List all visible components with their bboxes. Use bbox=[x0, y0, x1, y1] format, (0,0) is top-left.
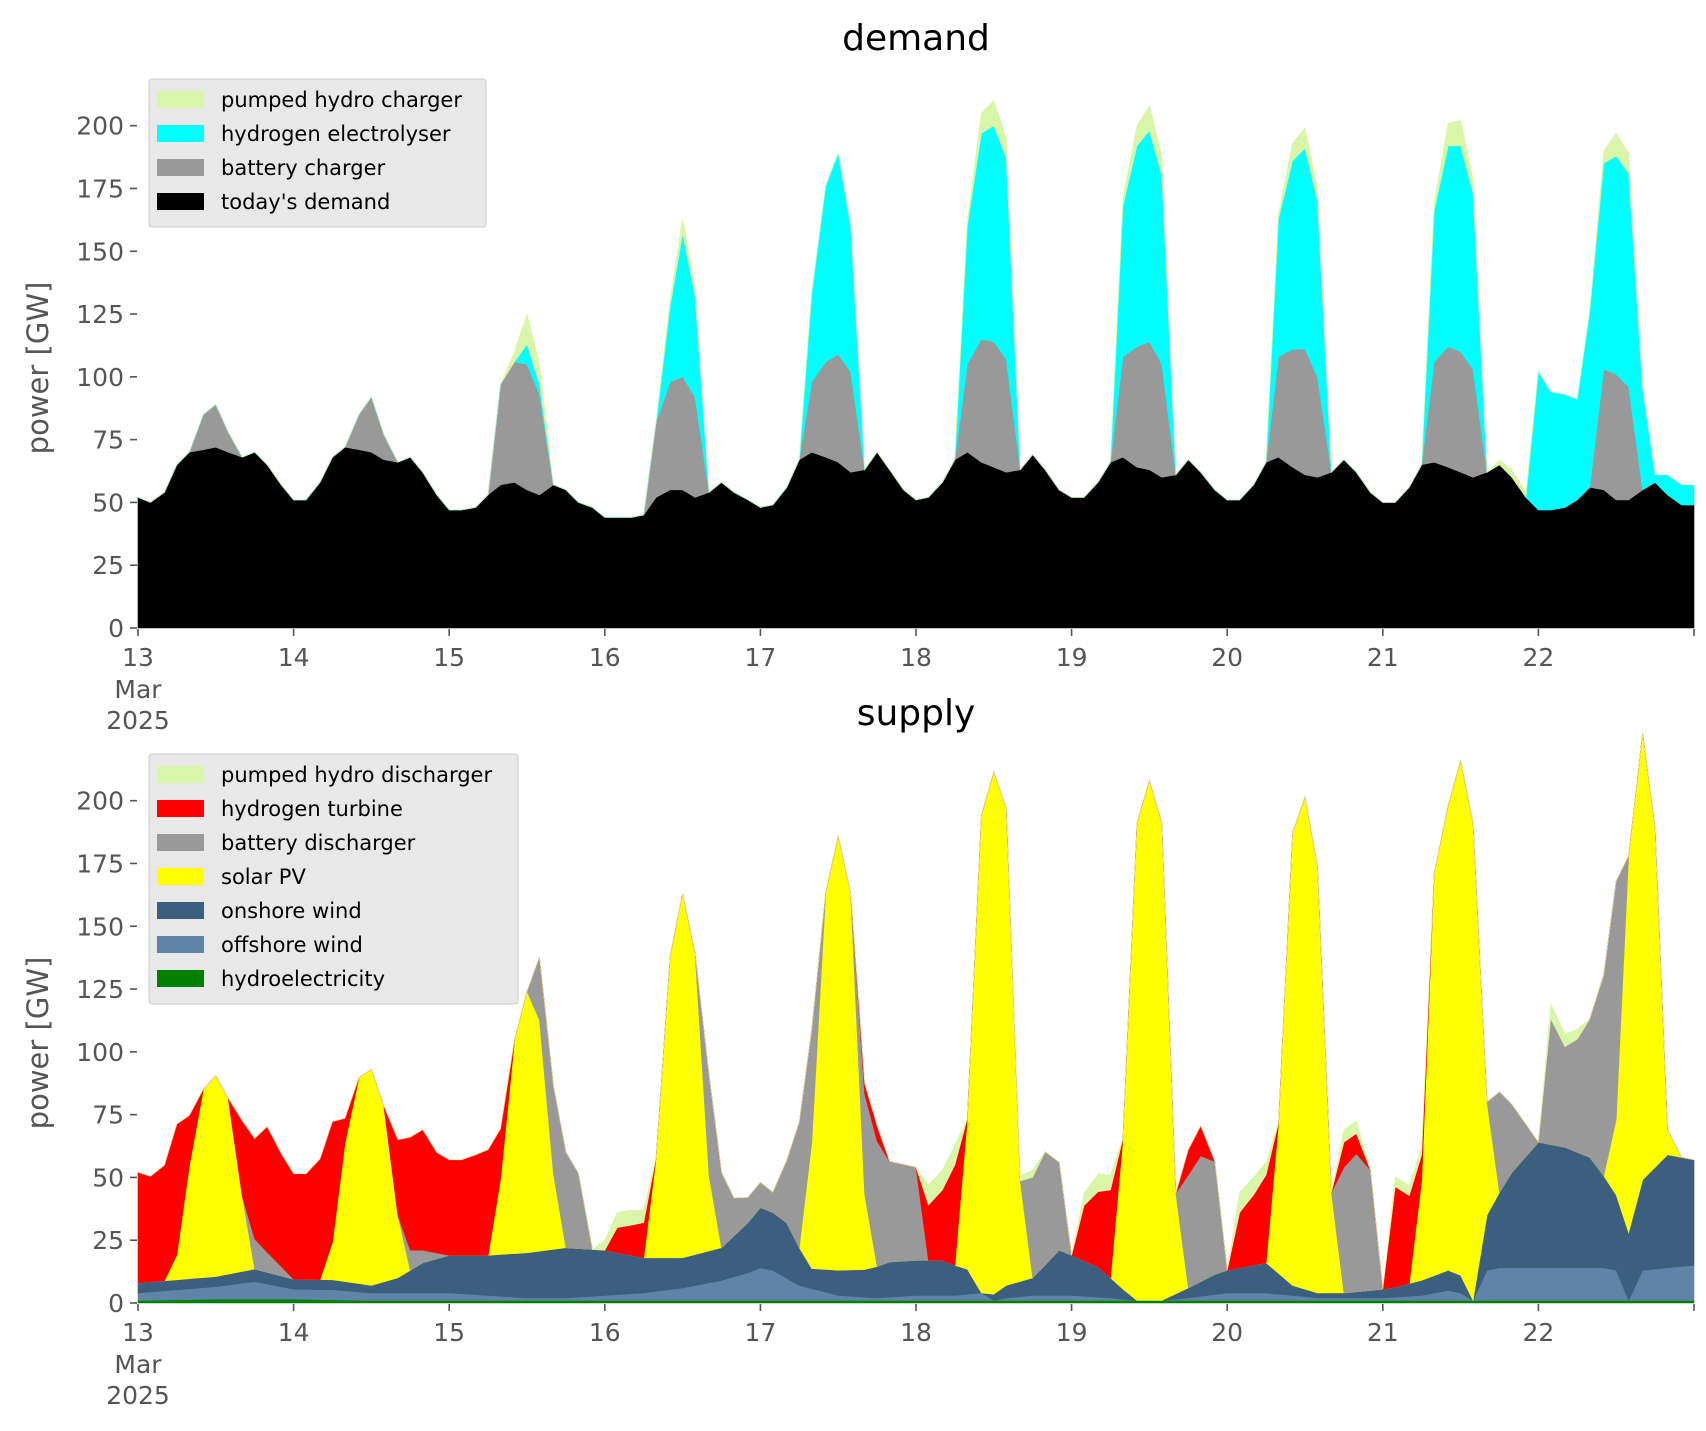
legend-swatch bbox=[157, 125, 204, 142]
x-tick-sublabel: 2025 bbox=[106, 706, 170, 735]
x-tick-label: 21 bbox=[1367, 643, 1399, 672]
supply-chart: supply power [GW] 0 25 50 75 100 125 150 175 200 13… bbox=[21, 693, 1695, 1410]
x-tick-label: 18 bbox=[900, 643, 932, 672]
x-tick-label: 15 bbox=[433, 643, 465, 672]
x-tick-label: 19 bbox=[1056, 1318, 1088, 1347]
legend-item: today's demand bbox=[157, 190, 390, 214]
y-tick-label: 0 bbox=[108, 1289, 124, 1318]
area-pumped-hydro-discharger bbox=[137, 732, 1695, 1290]
legend-item: hydrogen turbine bbox=[157, 797, 403, 821]
legend-swatch bbox=[157, 936, 204, 953]
legend-box bbox=[148, 753, 519, 1005]
legend-swatch bbox=[157, 902, 204, 919]
legend-label: pumped hydro charger bbox=[221, 88, 462, 112]
y-tick-label: 125 bbox=[76, 975, 124, 1004]
y-tick-label: 175 bbox=[76, 174, 124, 203]
legend-item: hydrogen electrolyser bbox=[157, 122, 451, 146]
y-tick-label: 25 bbox=[92, 1226, 124, 1255]
x-tick-label: 15 bbox=[433, 1318, 465, 1347]
y-tick-label: 0 bbox=[108, 614, 124, 643]
legend-item: pumped hydro charger bbox=[157, 88, 462, 112]
chart-title: demand bbox=[842, 18, 990, 59]
x-tick-label: 21 bbox=[1367, 1318, 1399, 1347]
y-tick-label: 75 bbox=[92, 426, 124, 455]
x-tick-label: 20 bbox=[1211, 643, 1243, 672]
y-tick-label: 50 bbox=[92, 1163, 124, 1192]
area-pumped-hydro-charger bbox=[137, 100, 1694, 518]
y-tick-label: 150 bbox=[76, 912, 124, 941]
legend-label: battery charger bbox=[221, 156, 386, 180]
y-tick-label: 25 bbox=[92, 551, 124, 580]
x-tick-sublabel: Mar bbox=[114, 1350, 162, 1379]
y-tick-label: 175 bbox=[76, 849, 124, 878]
area-today-s-demand bbox=[137, 446, 1695, 629]
legend-swatch bbox=[157, 766, 204, 783]
x-tick-label: 16 bbox=[589, 643, 621, 672]
legend-item: solar PV bbox=[157, 865, 306, 889]
legend-item: battery discharger bbox=[157, 831, 416, 855]
x-tick-label: 17 bbox=[744, 643, 776, 672]
legend-label: pumped hydro discharger bbox=[221, 763, 492, 787]
y-axis-label: power [GW] bbox=[21, 957, 55, 1130]
y-tick-label: 50 bbox=[92, 488, 124, 517]
chart-title: supply bbox=[857, 693, 976, 734]
y-axis: 0 25 50 75 100 125 150 175 200 bbox=[76, 787, 137, 1318]
legend-swatch bbox=[157, 970, 204, 987]
x-tick-label: 19 bbox=[1056, 643, 1088, 672]
legend-item: pumped hydro discharger bbox=[157, 763, 492, 787]
y-tick-label: 200 bbox=[76, 787, 124, 816]
plot-areas bbox=[137, 100, 1695, 629]
legend: pumped hydro charger hydrogen electrolyse… bbox=[148, 78, 487, 228]
legend-box bbox=[148, 78, 487, 228]
y-axis-label: power [GW] bbox=[21, 282, 55, 455]
legend-swatch bbox=[157, 868, 204, 885]
legend-label: hydroelectricity bbox=[221, 967, 385, 991]
legend-swatch bbox=[157, 91, 204, 108]
x-tick-label: 17 bbox=[744, 1318, 776, 1347]
legend-label: solar PV bbox=[221, 865, 306, 889]
x-tick-label: 22 bbox=[1522, 643, 1554, 672]
legend-item: offshore wind bbox=[157, 933, 363, 957]
y-tick-label: 125 bbox=[76, 300, 124, 329]
y-axis: 0 25 50 75 100 125 150 175 200 bbox=[76, 112, 137, 643]
legend-label: hydrogen electrolyser bbox=[221, 122, 451, 146]
legend-label: hydrogen turbine bbox=[221, 797, 403, 821]
legend: pumped hydro discharger hydrogen turbine b… bbox=[148, 753, 519, 1005]
x-tick-sublabel: 2025 bbox=[106, 1381, 170, 1410]
legend-swatch bbox=[157, 159, 204, 176]
demand-chart: demand power [GW] 0 25 50 75 100 125 150 175 200 13… bbox=[21, 18, 1695, 735]
y-tick-label: 200 bbox=[76, 112, 124, 141]
x-tick-label: 14 bbox=[278, 1318, 310, 1347]
x-tick-label: 16 bbox=[589, 1318, 621, 1347]
legend-swatch bbox=[157, 834, 204, 851]
legend-label: onshore wind bbox=[221, 899, 362, 923]
x-tick-label: 22 bbox=[1522, 1318, 1554, 1347]
x-tick-label: 13 bbox=[122, 1318, 154, 1347]
x-tick-label: 13 bbox=[122, 643, 154, 672]
y-tick-label: 100 bbox=[76, 1038, 124, 1067]
x-tick-label: 14 bbox=[278, 643, 310, 672]
legend-label: today's demand bbox=[221, 190, 390, 214]
x-tick-label: 18 bbox=[900, 1318, 932, 1347]
legend-swatch bbox=[157, 800, 204, 817]
plot-areas bbox=[137, 732, 1695, 1304]
y-tick-label: 150 bbox=[76, 237, 124, 266]
legend-item: onshore wind bbox=[157, 899, 362, 923]
legend-item: battery charger bbox=[157, 156, 386, 180]
x-tick-label: 20 bbox=[1211, 1318, 1243, 1347]
legend-label: battery discharger bbox=[221, 831, 416, 855]
y-tick-label: 75 bbox=[92, 1101, 124, 1130]
y-tick-label: 100 bbox=[76, 363, 124, 392]
x-tick-sublabel: Mar bbox=[114, 675, 162, 704]
legend-item: hydroelectricity bbox=[157, 967, 385, 991]
legend-swatch bbox=[157, 193, 204, 210]
legend-label: offshore wind bbox=[221, 933, 363, 957]
